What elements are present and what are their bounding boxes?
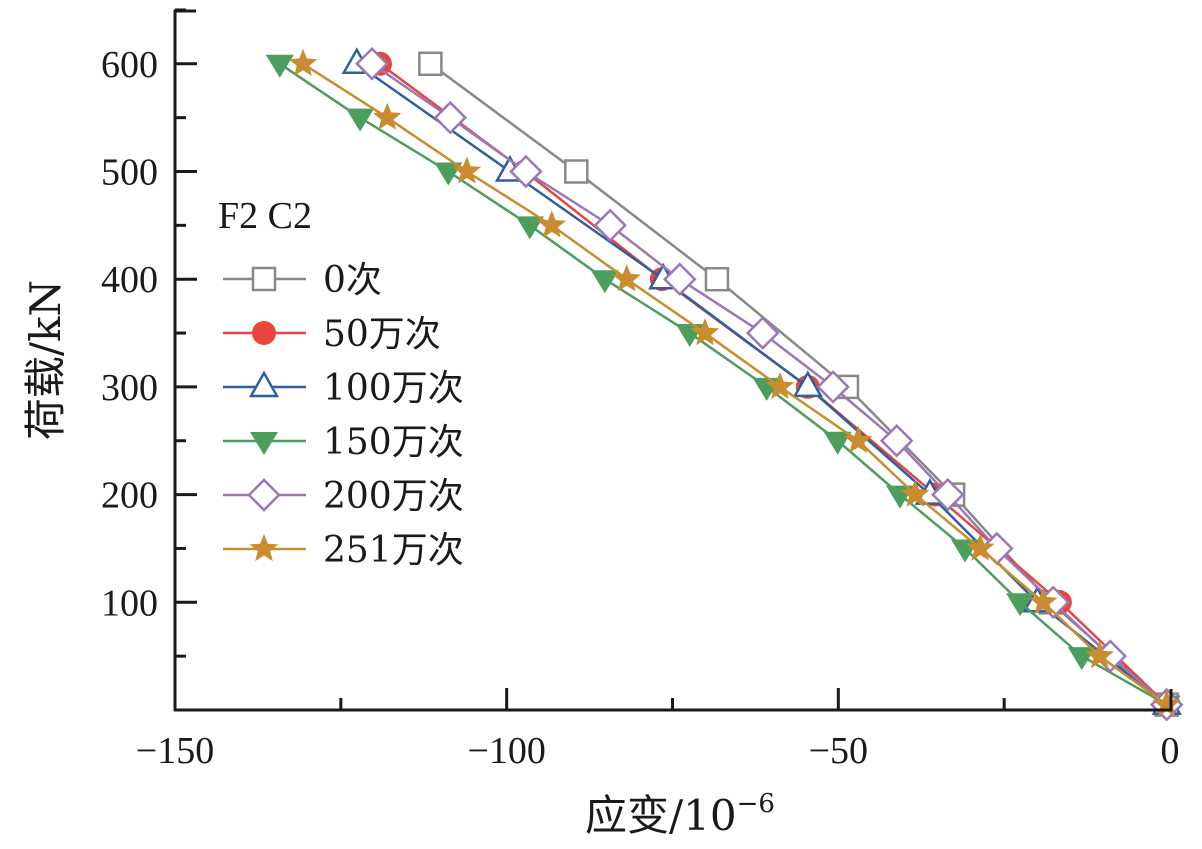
- legend-marker: [248, 370, 280, 398]
- series-5: [288, 48, 1181, 717]
- y-tick-label: 600: [101, 44, 158, 86]
- legend-item: 200万次: [223, 476, 464, 517]
- legend-marker: [251, 266, 277, 292]
- legend-item: 100万次: [223, 368, 464, 409]
- data-point: [816, 370, 850, 404]
- x-axis-title: 应变/10−6: [585, 789, 775, 840]
- y-tick-label: 500: [101, 152, 158, 194]
- data-point: [346, 108, 375, 132]
- plot-area: [265, 47, 1184, 722]
- data-point: [704, 266, 730, 292]
- data-point: [433, 100, 468, 135]
- x-tick-label: −150: [136, 730, 214, 772]
- data-point: [901, 479, 930, 507]
- data-point: [593, 208, 627, 243]
- data-point: [509, 154, 543, 189]
- data-point: [765, 371, 795, 399]
- legend-item: 251万次: [223, 530, 464, 571]
- legend-item: 0次: [223, 260, 382, 301]
- data-point: [745, 316, 780, 350]
- data-point: [1006, 593, 1035, 617]
- legend-label: 100万次: [323, 368, 464, 409]
- legend-marker: [250, 432, 278, 455]
- data-point: [373, 102, 402, 130]
- data-point: [966, 533, 995, 561]
- legend-marker: [247, 478, 281, 512]
- series-4: [355, 47, 1184, 722]
- data-point: [690, 318, 720, 346]
- data-point: [590, 270, 619, 294]
- y-tick-label: 200: [101, 475, 158, 517]
- data-point: [931, 477, 965, 512]
- axes: −150 −100 −50 0 100 200 300 400 500 600: [101, 8, 1180, 772]
- x-tick-label: 0: [1161, 730, 1180, 772]
- data-point: [418, 51, 443, 77]
- legend-title: F2 C2: [218, 195, 312, 237]
- legend: F2 C2 0次 50万次 100万次 150万次 200万次 251万次: [218, 195, 464, 571]
- data-point: [515, 216, 544, 240]
- x-tick-label: −50: [809, 730, 868, 772]
- data-point: [452, 156, 482, 184]
- y-tick-label: 100: [101, 582, 158, 624]
- legend-marker: [252, 321, 276, 345]
- data-point: [1085, 641, 1114, 669]
- x-tick-label: −100: [467, 730, 545, 772]
- legend-label: 200万次: [323, 476, 464, 517]
- y-axis-title: 荷载/kN: [21, 280, 70, 440]
- data-point: [663, 262, 697, 296]
- legend-marker: [249, 534, 279, 562]
- legend-label: 150万次: [323, 422, 464, 463]
- y-tick-label: 300: [101, 367, 158, 409]
- legend-label: 50万次: [323, 314, 441, 355]
- data-point: [1152, 689, 1181, 717]
- legend-label: 251万次: [323, 530, 464, 571]
- legend-item: 50万次: [223, 314, 441, 355]
- data-point: [564, 159, 589, 184]
- data-point: [265, 54, 294, 78]
- legend-item: 150万次: [223, 422, 464, 463]
- data-point: [1029, 587, 1058, 615]
- y-tick-label: 400: [101, 259, 158, 301]
- data-point: [537, 210, 566, 238]
- data-point: [355, 47, 389, 81]
- data-point: [612, 264, 641, 292]
- data-point: [844, 425, 873, 453]
- legend-label: 0次: [323, 260, 382, 301]
- data-point: [823, 431, 852, 455]
- data-point: [879, 423, 914, 458]
- data-point: [288, 48, 318, 76]
- data-point: [792, 370, 823, 398]
